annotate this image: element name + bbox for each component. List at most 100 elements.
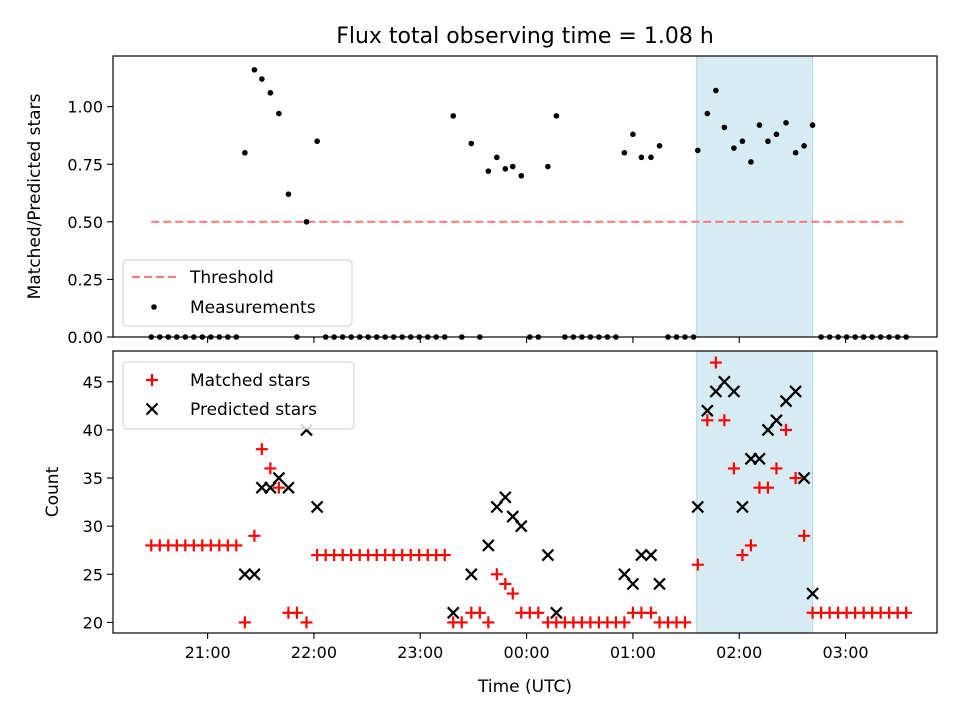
matched-star-point [789,472,802,485]
legend-predicted-label: Predicted stars [190,400,317,420]
y-tick-label: 45 [83,373,103,392]
measurement-point [494,154,500,161]
predicted-star-point [653,577,666,591]
legend-box [122,361,355,430]
y-tick-label: 35 [83,469,103,488]
y-axis-label: Count [43,466,63,517]
y-tick-label: 0.50 [67,213,103,232]
measurement-point [783,119,789,126]
measurement-point [303,219,310,225]
measurement-point [748,159,754,165]
matched-star-point [300,616,313,629]
matched-star-point [438,549,451,562]
matched-star-point [499,577,512,590]
predicted-star-point [272,471,286,485]
legend-matched-swatch [146,374,158,386]
matched-star-point [761,481,774,494]
measurement-point [704,110,711,117]
measurement-point [259,76,265,82]
y-tick-label: 40 [83,421,103,440]
measurement-point [518,172,525,179]
matched-star-point [264,462,277,475]
y-axis-label: Matched/Predicted stars [25,93,45,299]
measurement-point [773,131,780,138]
predicted-star-point [644,548,658,562]
legend: Threshold Measurements [122,259,353,327]
measurement-point [756,122,763,128]
measurement-point [656,143,663,149]
predicted-star-point [797,471,811,485]
legend-measurements-swatch [151,304,157,310]
matched-star-point [780,423,793,436]
legend-box [122,259,353,327]
legend-predicted-swatch [145,402,159,416]
predicted-star-point [310,500,324,514]
matched-star-point [490,568,503,581]
measurement-point [285,191,292,197]
predicted-star-point [806,587,819,600]
measurement-point [731,145,737,151]
predicted-star-point [691,500,705,514]
predicted-star-point [446,606,460,620]
y-tick-label: 20 [83,613,103,632]
matched-star-point [272,481,285,494]
y-tick-label: 0.75 [67,155,103,174]
y-tick-label: 0.00 [67,328,103,347]
predicted-star-point [499,491,512,504]
measurement-point [450,113,457,119]
predicted-star-point [727,385,741,398]
predicted-star-point [465,568,478,581]
matched-star-point [238,616,251,629]
predicted-star-point [282,481,295,494]
matched-star-point [618,616,631,629]
x-tick-label: 21:00 [185,643,231,662]
matched-star-point [532,606,545,619]
y-tick-label: 25 [83,565,103,584]
matched-star-point [230,539,243,552]
predicted-star-point [635,548,648,562]
predicted-star-point [770,414,783,427]
predicted-star-point [736,500,749,514]
y-tick-label: 1.00 [67,98,103,117]
axes-frame [112,350,938,634]
matched-star-point [736,549,749,562]
predicted-star-point [541,548,555,562]
measurement-point [809,122,816,128]
matched-star-point [248,529,261,542]
measurement-point [242,149,248,156]
predicted-star-point [238,568,252,581]
matched-star-point [455,616,468,629]
predicted-star-point [550,606,563,620]
measurement-point [721,124,728,131]
highlight-span [696,350,814,634]
predicted-star-point [753,452,766,466]
measurement-point [630,131,636,138]
measurement-point [485,168,492,174]
top-axes: 0.00 0.25 0.50 0.75 1.00 Matched/Predicted st… [25,55,938,347]
matched-star-point [473,606,486,619]
measurement-point [502,166,509,172]
matched-star-point [506,587,519,600]
bottom-axes: 20 25 30 35 40 45 21:00 22:00 23:00 00:00 01:00 02:… [43,350,938,697]
x-tick-label: 22:00 [291,643,337,662]
matched-star-point [709,356,722,369]
matched-star-point [718,414,731,427]
x-axis-label: Time (UTC) [477,677,572,697]
matched-star-point [644,606,657,619]
measurement-point [509,163,516,170]
predicted-star-point [515,519,528,533]
x-tick-label: 00:00 [504,643,550,662]
measurement-point [694,147,701,154]
measurement-point [765,138,771,145]
measurement-point [276,110,282,117]
measurement-point [739,138,746,145]
matched-star-point [727,462,740,475]
legend: Matched stars Predicted stars [122,361,355,430]
predicted-star-point [482,539,495,552]
y-tick-label: 0.25 [67,270,103,289]
measurement-point [545,163,551,170]
matched-star-point [482,616,495,629]
predicted-star-point [779,394,793,408]
measurement-point [648,154,654,161]
x-tick-label: 02:00 [716,643,762,662]
